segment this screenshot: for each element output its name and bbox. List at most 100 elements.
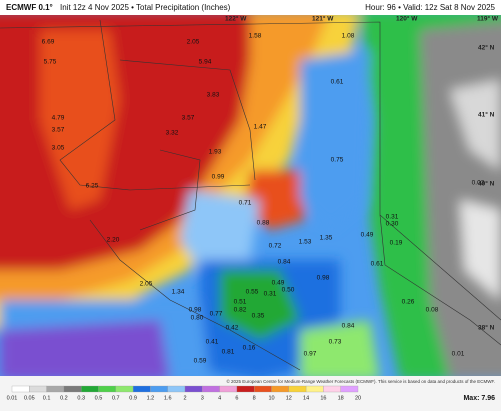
precip-field	[0, 15, 501, 376]
colorbar-cell	[202, 385, 220, 393]
colorbar-label: 0.5	[95, 395, 103, 401]
colorbar-cell	[288, 385, 307, 393]
value-label: 0.84	[342, 323, 355, 330]
longitude-label: 121° W	[312, 15, 334, 23]
value-label: 0.98	[317, 275, 330, 282]
longitude-label: 120° W	[396, 15, 418, 23]
colorbar-cell	[81, 385, 99, 393]
value-label: 5.75	[44, 59, 57, 66]
value-label: 1.53	[299, 239, 312, 246]
colorbar-label: 0.7	[112, 395, 120, 401]
value-label: 0.49	[272, 280, 285, 287]
header-band	[0, 0, 501, 15]
colorbar-cell	[11, 385, 30, 393]
colorbar-cell	[46, 385, 65, 393]
colorbar-label: 12	[286, 395, 292, 401]
value-label: 5.94	[199, 59, 212, 66]
value-label: 0.16	[243, 345, 256, 352]
value-label: 0.61	[371, 261, 384, 268]
value-label: 0.49	[361, 232, 374, 239]
colorbar-label: 16	[320, 395, 326, 401]
model-name: ECMWF 0.1°	[6, 3, 53, 12]
value-label: 1.08	[342, 33, 355, 40]
colorbar-label: 0.3	[77, 395, 85, 401]
colorbar-cell	[184, 385, 203, 393]
latitude-label: 42° N	[478, 44, 495, 52]
colorbar-cell	[323, 385, 341, 393]
value-label: 0.30	[386, 221, 399, 228]
value-label: 0.08	[426, 307, 439, 314]
value-label: 1.58	[249, 33, 262, 40]
colorbar-cell	[167, 385, 186, 393]
colorbar-cell	[115, 385, 134, 393]
colorbar-label: 1.2	[147, 395, 155, 401]
value-label: 2.05	[187, 39, 200, 46]
colorbar-label: 0.2	[60, 395, 68, 401]
colorbar-cell	[236, 385, 255, 393]
colorbar-cell	[254, 385, 272, 393]
value-label: 0.75	[331, 157, 344, 164]
value-label: 0.31	[386, 214, 399, 221]
value-label: 3.57	[182, 115, 195, 122]
value-label: 0.84	[278, 259, 291, 266]
colorbar-cell	[29, 385, 47, 393]
colorbar-cell	[271, 385, 289, 393]
value-label: 1.93	[209, 149, 222, 156]
value-label: 0.03	[472, 180, 485, 187]
value-label: 3.05	[52, 145, 65, 152]
colorbar-label: 18	[338, 395, 344, 401]
value-label: 0.55	[246, 289, 259, 296]
map: 6.69 5.75 2.05 1.58 1.08 5.94 0.61 4.79 …	[0, 15, 501, 376]
borders	[0, 19, 501, 371]
colorbar-cell	[63, 385, 82, 393]
valid-time: Hour: 96 • Valid: 12z Sat 8 Nov 2025	[365, 3, 495, 12]
colorbar-cell	[150, 385, 168, 393]
value-label: 0.42	[226, 325, 239, 332]
value-label: 0.35	[252, 313, 265, 320]
value-label: 4.79	[52, 115, 65, 122]
value-label: 0.01	[452, 351, 465, 358]
value-label: 2.05	[140, 281, 153, 288]
value-label: 0.81	[222, 349, 235, 356]
colorbar-cell	[132, 385, 151, 393]
value-label: 3.57	[52, 127, 65, 134]
copyright: © 2025 European Centre for Medium-Range …	[226, 378, 495, 384]
value-label: 0.31	[264, 291, 277, 298]
value-label: 2.20	[107, 237, 120, 244]
colorbar-label: 0.1	[43, 395, 51, 401]
colorbar-label: 4	[218, 395, 221, 401]
colorbar-cell	[340, 385, 359, 393]
longitude-label: 119° W	[477, 15, 499, 23]
colorbar: 0.01 0.05 0.1 0.2 0.3 0.5 0.7 0.9 1.2 1.6 2 3 4 6 8 10 1…	[7, 385, 361, 401]
colorbar-cell	[305, 385, 324, 393]
colorbar-label: 20	[355, 395, 361, 401]
value-label: 0.50	[282, 287, 295, 294]
value-label: 0.82	[234, 307, 247, 314]
value-label: 0.59	[194, 358, 207, 365]
value-label: 0.51	[234, 299, 247, 306]
latitude-label: 40° N	[478, 180, 495, 188]
colorbar-label: 2	[183, 395, 186, 401]
value-label: 3.83	[207, 92, 220, 99]
colorbar-label: 0.05	[24, 395, 35, 401]
value-label: 1.34	[172, 289, 185, 296]
value-label: 0.72	[269, 243, 282, 250]
colorbar-label: 8	[253, 395, 256, 401]
colorbar-label: 0.9	[129, 395, 137, 401]
colorbar-label: 6	[235, 395, 238, 401]
colorbar-cell	[219, 385, 238, 393]
value-label: 6.25	[86, 183, 99, 190]
value-label: 1.47	[254, 124, 267, 131]
colorbar-label: 14	[303, 395, 309, 401]
value-label: 6.69	[42, 39, 55, 46]
value-label: 1.35	[320, 235, 333, 242]
value-label: 0.97	[304, 351, 317, 358]
value-label: 0.71	[239, 200, 252, 207]
value-label: 0.61	[331, 79, 344, 86]
value-label: 0.80	[191, 315, 204, 322]
colorbar-label: 3	[201, 395, 204, 401]
value-label: 0.19	[390, 240, 403, 247]
value-label: 0.41	[206, 339, 219, 346]
